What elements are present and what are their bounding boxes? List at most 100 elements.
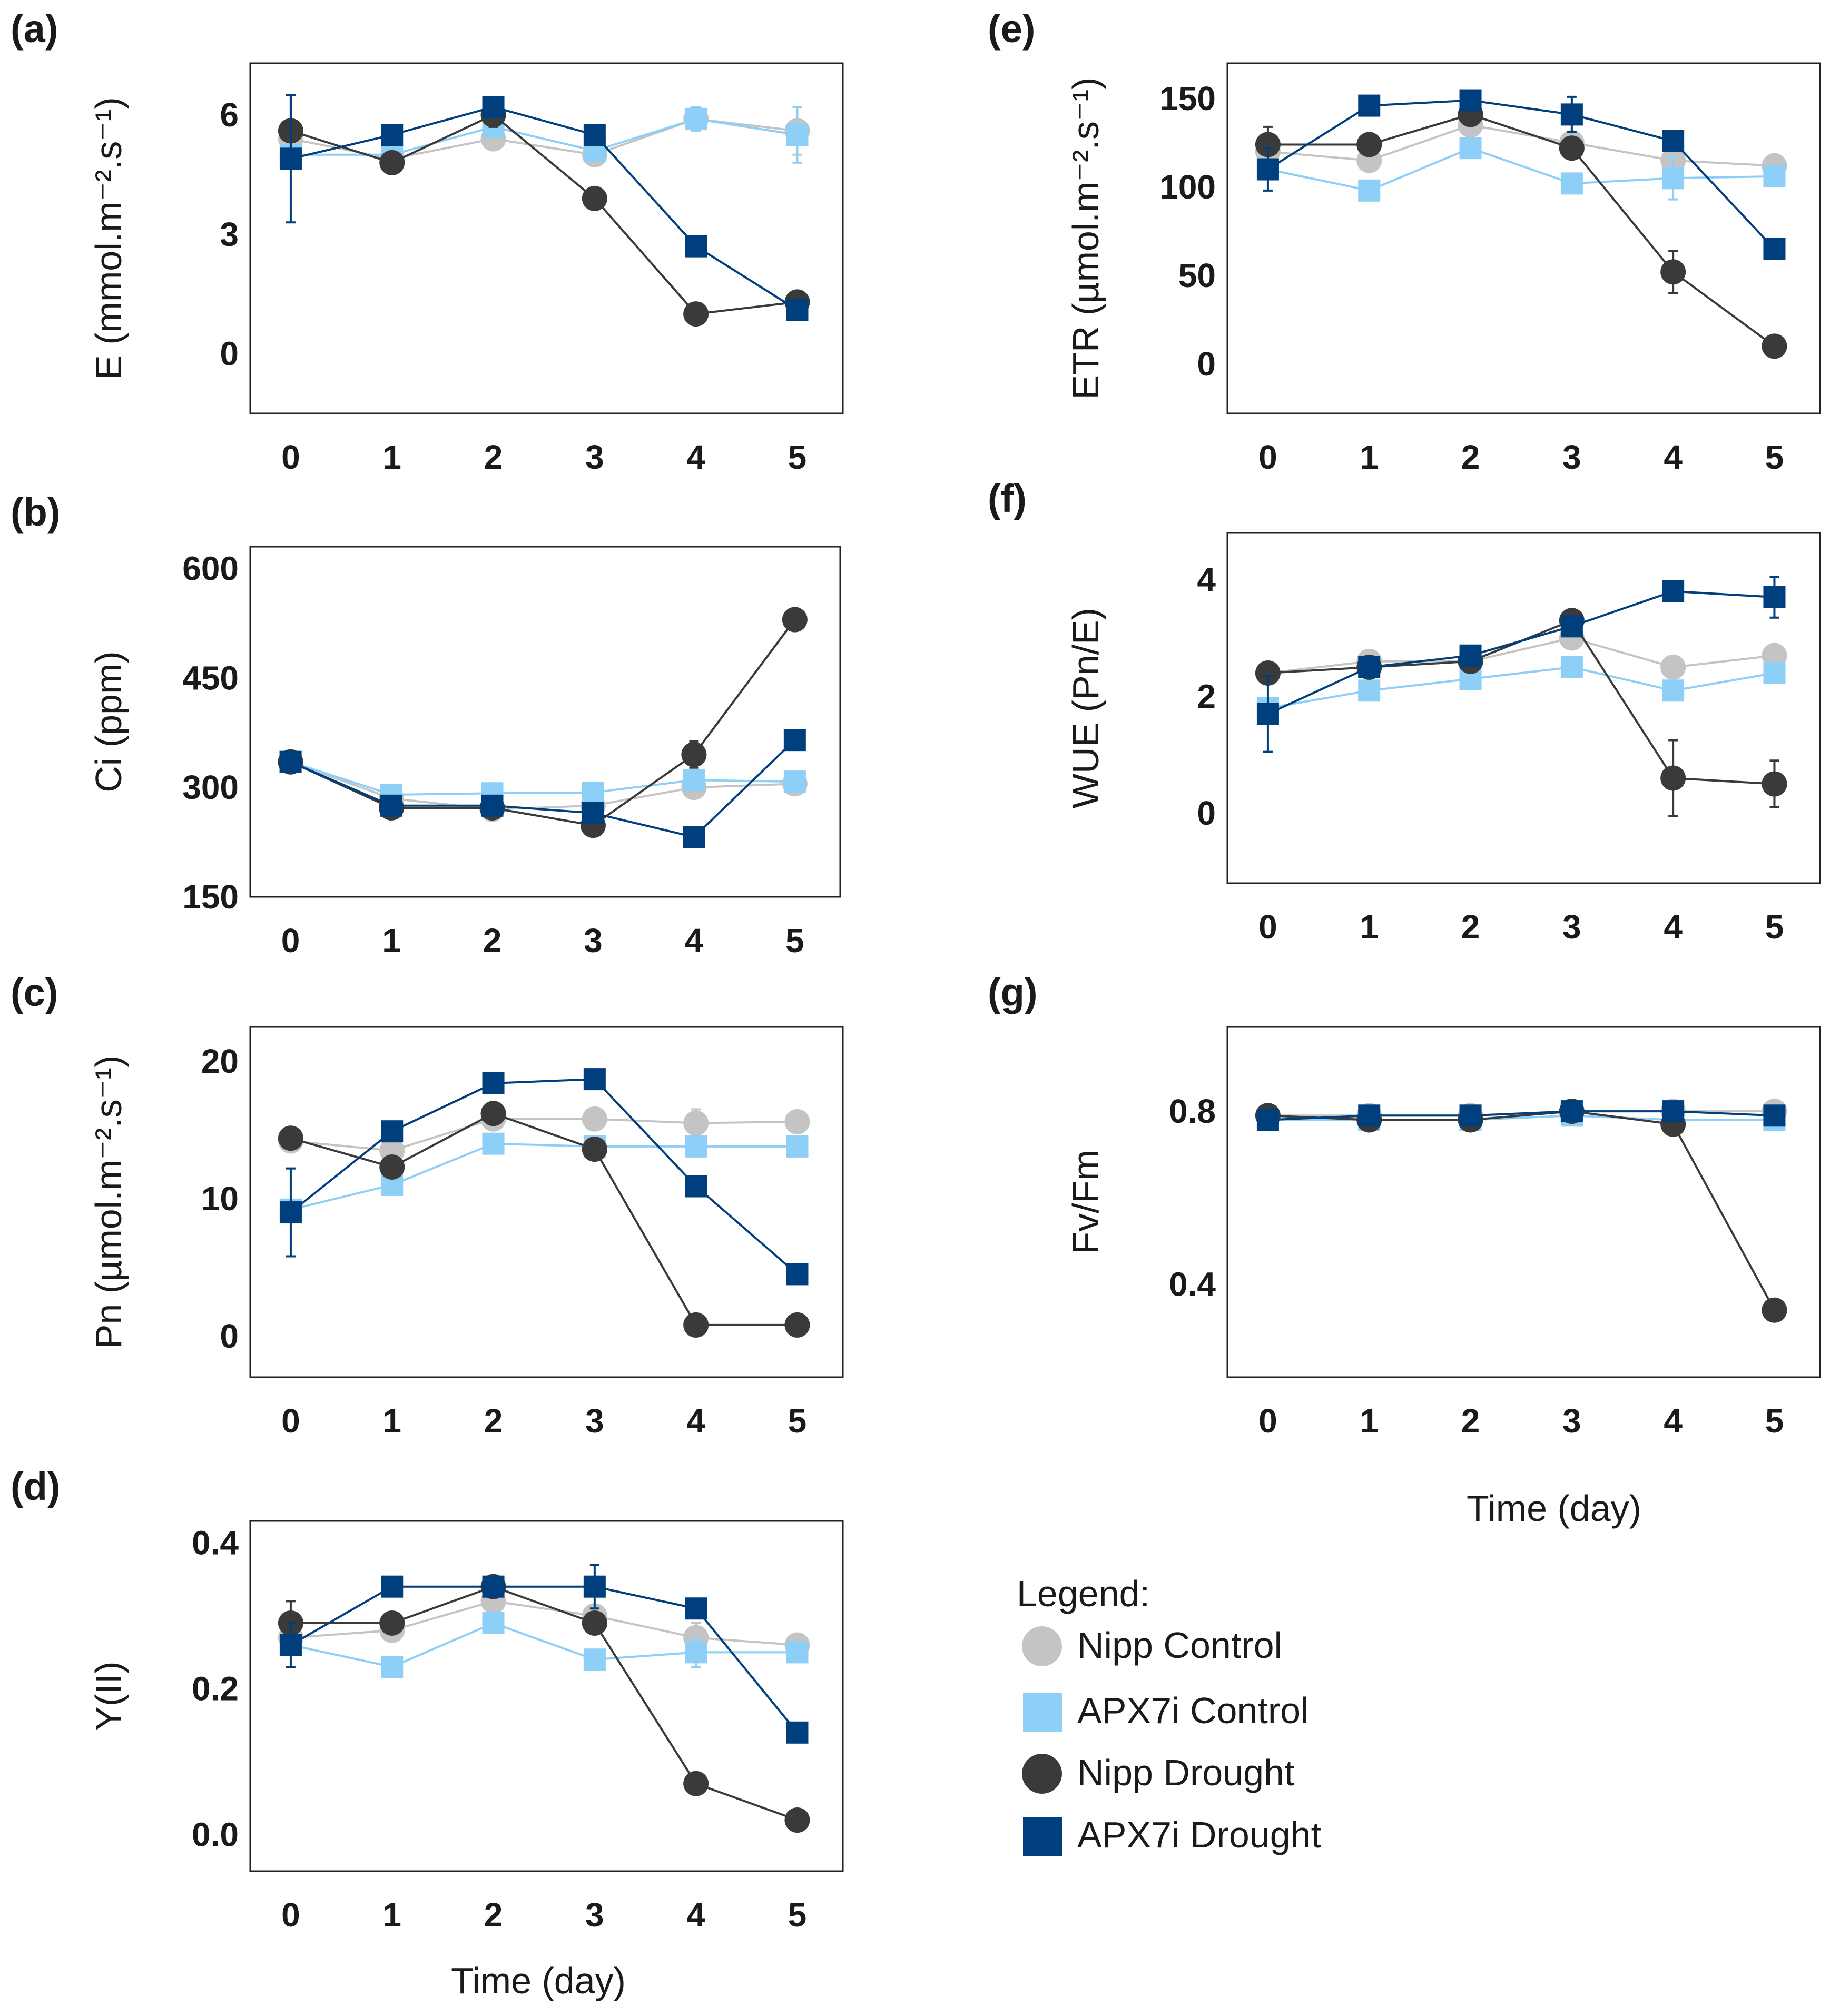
x-tick-label: 3 bbox=[585, 1402, 604, 1440]
x-tick-label: 4 bbox=[1664, 908, 1683, 946]
shared-xlabel-right: Time (day) bbox=[1467, 1488, 1641, 1529]
x-tick-label: 0 bbox=[1258, 438, 1277, 476]
data-point bbox=[582, 802, 604, 824]
data-point bbox=[481, 794, 504, 817]
x-tick-label: 0 bbox=[281, 438, 300, 476]
series-apx7i_drought bbox=[1256, 576, 1786, 753]
plot-frame bbox=[249, 546, 841, 898]
series-line bbox=[290, 1142, 798, 1211]
data-point bbox=[683, 1110, 709, 1136]
panels: (a) E (mmol.m⁻².s⁻¹) 0 3 6 0 1 2 3 4 5 (b) Ci (ppm) 1… bbox=[11, 7, 1821, 1934]
plot-frame bbox=[1226, 62, 1821, 414]
x-tick-label: 1 bbox=[382, 438, 401, 476]
series-line bbox=[290, 1600, 798, 1646]
data-point bbox=[685, 1641, 707, 1664]
panel-label: (b) bbox=[11, 490, 61, 534]
x-tick-label: 3 bbox=[585, 438, 604, 476]
y-tick-label: 4 bbox=[1197, 561, 1216, 599]
y-tick-label: 300 bbox=[182, 768, 239, 806]
x-tick-label: 0 bbox=[281, 1896, 300, 1934]
data-point bbox=[784, 1109, 810, 1134]
panel-b: (b) Ci (ppm) 150 300 450 600 0 1 2 3 4 5 bbox=[11, 490, 841, 960]
data-point bbox=[1358, 179, 1381, 202]
y-tick-label: 600 bbox=[182, 550, 239, 588]
data-point bbox=[480, 1101, 506, 1126]
series-apx7i_drought bbox=[1256, 1100, 1786, 1131]
x-tick-label: 4 bbox=[1664, 438, 1683, 476]
data-point bbox=[1662, 130, 1685, 152]
data-point bbox=[1358, 656, 1381, 678]
y-axis-title: E (mmol.m⁻².s⁻¹) bbox=[88, 97, 129, 380]
data-point bbox=[482, 1575, 505, 1598]
series-line bbox=[290, 619, 796, 827]
plot-frame bbox=[1226, 532, 1821, 884]
x-tick-label: 2 bbox=[1461, 438, 1480, 476]
legend-label: Nipp Drought bbox=[1077, 1752, 1294, 1793]
y-axis-title: Fv/Fm bbox=[1065, 1150, 1106, 1254]
data-point bbox=[1660, 654, 1686, 680]
y-axis-title: ETR (µmol.m⁻².s⁻¹) bbox=[1065, 77, 1106, 400]
data-point bbox=[1762, 1297, 1787, 1323]
series-nipp_drought bbox=[278, 94, 810, 327]
data-point bbox=[279, 750, 302, 773]
series-line bbox=[290, 1112, 798, 1326]
y-tick-label: 0.4 bbox=[1169, 1265, 1216, 1303]
data-point bbox=[1763, 662, 1786, 684]
data-point bbox=[279, 147, 302, 170]
data-point bbox=[683, 301, 709, 327]
data-point bbox=[583, 124, 606, 146]
data-point bbox=[786, 1721, 809, 1744]
legend-marker bbox=[1022, 1754, 1062, 1794]
series-line bbox=[1267, 1110, 1775, 1121]
series-line bbox=[290, 760, 795, 811]
series-line bbox=[1267, 619, 1775, 785]
data-point bbox=[1560, 172, 1583, 195]
data-point bbox=[582, 1610, 607, 1636]
data-point bbox=[1459, 1104, 1482, 1127]
series-line bbox=[290, 1078, 798, 1275]
data-point bbox=[1559, 135, 1585, 161]
x-tick-label: 5 bbox=[788, 1896, 807, 1934]
data-point bbox=[1459, 137, 1482, 160]
shared-xlabel-left: Time (day) bbox=[451, 1960, 626, 2001]
series-line bbox=[1267, 1110, 1776, 1311]
x-tick-label: 3 bbox=[1562, 1402, 1581, 1440]
data-point bbox=[786, 124, 809, 146]
data-point bbox=[482, 1612, 505, 1634]
y-tick-label: 0.8 bbox=[1169, 1092, 1216, 1130]
panel-label: (e) bbox=[988, 7, 1035, 51]
data-point bbox=[1256, 1109, 1279, 1131]
x-tick-label: 0 bbox=[1258, 1402, 1277, 1440]
y-tick-label: 100 bbox=[1159, 168, 1216, 206]
series-line bbox=[1267, 99, 1775, 250]
data-point bbox=[683, 826, 705, 848]
plot-frame bbox=[1226, 1026, 1821, 1378]
x-tick-label: 2 bbox=[1461, 908, 1480, 946]
data-point bbox=[1358, 679, 1381, 702]
x-tick-label: 5 bbox=[1765, 438, 1784, 476]
data-point bbox=[379, 1154, 405, 1180]
series-line bbox=[1267, 637, 1775, 674]
y-tick-label: 10 bbox=[201, 1180, 239, 1218]
series-apx7i_drought bbox=[279, 94, 809, 321]
y-tick-label: 0.0 bbox=[192, 1816, 239, 1854]
series-nipp_drought bbox=[1255, 1099, 1787, 1323]
legend-marker bbox=[1023, 1693, 1062, 1732]
y-tick-label: 0 bbox=[1197, 345, 1216, 383]
legend: Legend: Nipp Control APX7i Control Nipp Dr… bbox=[1017, 1573, 1321, 1856]
data-point bbox=[1662, 167, 1685, 190]
data-point bbox=[1762, 643, 1787, 668]
x-tick-label: 1 bbox=[382, 1402, 401, 1440]
data-point bbox=[1358, 94, 1381, 117]
data-point bbox=[1660, 765, 1686, 791]
series-line bbox=[1267, 113, 1775, 348]
series-nipp_control bbox=[278, 1106, 810, 1163]
data-point bbox=[685, 1175, 707, 1198]
y-tick-label: 0 bbox=[1197, 794, 1216, 832]
data-point bbox=[1763, 238, 1786, 260]
x-tick-label: 4 bbox=[1664, 1402, 1683, 1440]
x-tick-label: 5 bbox=[785, 922, 804, 960]
series-apx7i_drought bbox=[1256, 89, 1786, 260]
data-point bbox=[1358, 1104, 1381, 1127]
